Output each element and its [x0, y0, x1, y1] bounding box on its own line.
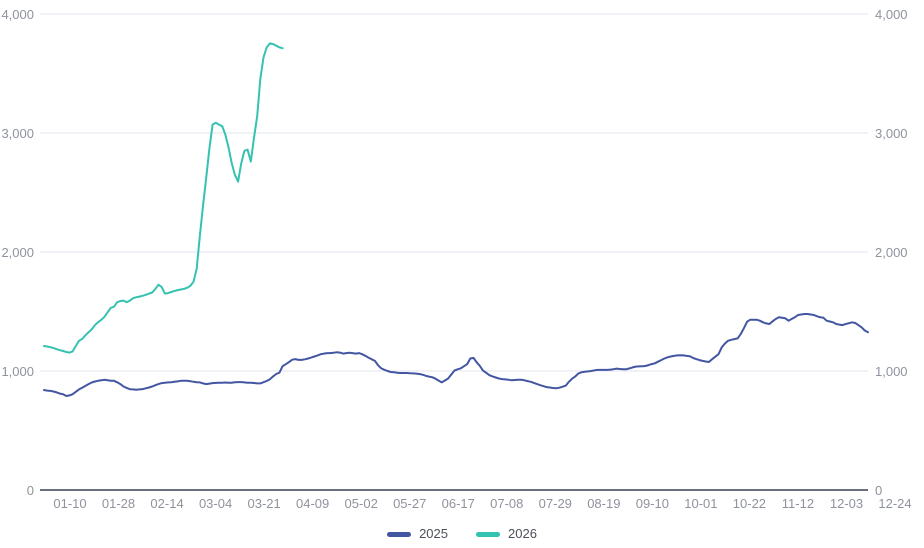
legend-label-2026: 2026: [508, 526, 537, 541]
x-axis-label: 05-27: [393, 496, 427, 511]
x-axis-label: 03-04: [198, 496, 233, 511]
legend-item-2026[interactable]: 2026: [476, 527, 537, 541]
x-axis-label: 12-03: [829, 496, 864, 511]
y-axis-label-left: 0: [26, 483, 34, 498]
x-axis-label: 12-24: [878, 496, 912, 511]
y-axis-label-left: 1,000: [1, 364, 34, 379]
y-axis-label-right: 2,000: [875, 245, 908, 260]
y-axis-label-right: 4,000: [875, 7, 908, 22]
x-axis-label: 06-17: [441, 496, 475, 511]
series-line-2026[interactable]: [43, 42, 284, 354]
x-axis-label: 07-08: [490, 496, 524, 511]
y-axis-label-left: 4,000: [1, 7, 34, 22]
y-axis-label-left: 3,000: [1, 126, 34, 141]
x-axis-label: 01-10: [53, 496, 87, 511]
legend-item-2025[interactable]: 2025: [387, 527, 448, 541]
x-axis-label: 04-09: [296, 496, 330, 511]
series-line-2025[interactable]: [43, 313, 869, 397]
x-axis-label: 10-22: [732, 496, 767, 511]
x-axis-label: 08-19: [587, 496, 621, 511]
x-axis-label: 10-01: [684, 496, 718, 511]
x-axis-label: 05-02: [344, 496, 378, 511]
x-axis-label: 09-10: [635, 496, 669, 511]
y-axis-label-left: 2,000: [1, 245, 34, 260]
legend: 2025 2026: [0, 525, 924, 543]
x-axis-label: 11-12: [781, 496, 815, 511]
legend-marker-2025: [387, 531, 412, 537]
x-axis-label: 01-28: [101, 496, 136, 511]
y-axis-label-right: 3,000: [875, 126, 908, 141]
x-axis-label: 03-21: [247, 496, 281, 511]
x-axis-label: 07-29: [538, 496, 572, 511]
y-axis-label-right: 1,000: [875, 364, 908, 379]
y-axis-label-right: 0: [875, 483, 883, 498]
legend-marker-2026: [476, 531, 500, 537]
legend-label-2025: 2025: [419, 526, 448, 541]
x-axis-label: 02-14: [150, 496, 184, 511]
